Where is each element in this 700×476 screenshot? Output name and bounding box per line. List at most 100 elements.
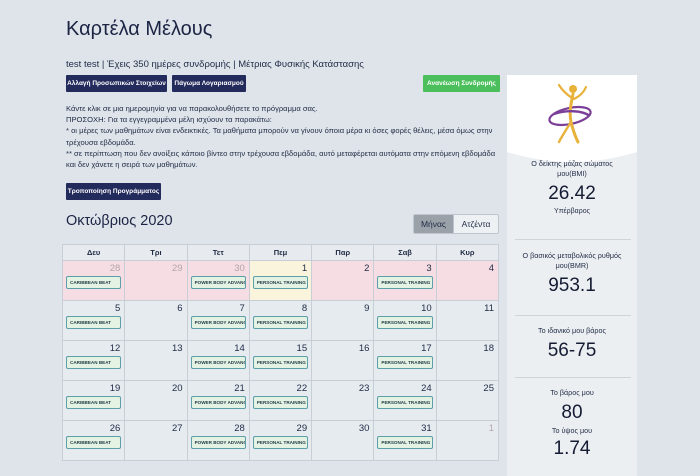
- calendar-event[interactable]: CARIBBEAN BEAT: [66, 316, 122, 329]
- calendar-day-cell[interactable]: 1 PERSONAL TRAINING: [248, 260, 313, 301]
- ideal-weight-stat: Το ιδανικό μου βάρος 56-75: [507, 326, 637, 362]
- calendar-day-cell[interactable]: 17 PERSONAL TRAINING: [373, 340, 437, 381]
- info-line: ΠΡΟΣΟΧΗ: Για τα εγγεγραμμένα μέλη ισχύου…: [66, 115, 272, 125]
- calendar-day-cell[interactable]: 22 PERSONAL TRAINING: [248, 380, 313, 421]
- calendar-day-cell[interactable]: 31 PERSONAL TRAINING: [373, 420, 437, 461]
- agenda-view-button[interactable]: Ατζέντα: [454, 214, 499, 234]
- calendar-day-cell[interactable]: 26 CARIBBEAN BEAT: [61, 420, 126, 461]
- day-number: 28: [234, 423, 245, 434]
- day-number: 4: [488, 263, 494, 274]
- calendar-event[interactable]: POWER BODY ADVANCE: [190, 316, 246, 329]
- calendar-day-cell[interactable]: 14 POWER BODY ADVANCE: [186, 340, 250, 381]
- calendar-day-cell[interactable]: 28 CARIBBEAN BEAT: [61, 260, 126, 301]
- info-text: Κάντε κλικ σε μια ημερομηνία για να παρα…: [66, 103, 506, 170]
- renew-subscription-button[interactable]: Ανανέωση Συνδρομής: [423, 75, 500, 92]
- calendar-event[interactable]: CARIBBEAN BEAT: [66, 356, 122, 369]
- calendar-event[interactable]: POWER BODY ADVANCE: [190, 396, 246, 409]
- day-number: 28: [109, 263, 121, 274]
- calendar-day-cell[interactable]: 9: [311, 300, 375, 341]
- calendar-day-cell[interactable]: 5 CARIBBEAN BEAT: [61, 300, 126, 341]
- calendar-event[interactable]: PERSONAL TRAINING: [252, 436, 309, 449]
- day-number: 31: [421, 423, 432, 434]
- calendar-day-cell[interactable]: 23: [311, 380, 375, 421]
- calendar-event[interactable]: POWER BODY ADVANCE: [190, 356, 246, 369]
- weight-label: Το βάρος μου: [550, 388, 594, 397]
- calendar-day-cell[interactable]: 21 POWER BODY ADVANCE: [186, 380, 250, 421]
- personal-data-button[interactable]: Αλλαγή Προσωπικών Στοιχείων: [66, 75, 167, 92]
- calendar-day-cell[interactable]: 7 POWER BODY ADVANCE: [186, 300, 250, 341]
- calendar-day-cell[interactable]: 12 CARIBBEAN BEAT: [61, 340, 126, 381]
- day-number: 17: [421, 343, 432, 354]
- calendar-day-cell[interactable]: 16: [311, 340, 375, 381]
- calendar-event[interactable]: PERSONAL TRAINING: [377, 356, 433, 369]
- calendar-day-cell[interactable]: 13: [124, 340, 188, 381]
- calendar-day-cell[interactable]: 29 PERSONAL TRAINING: [248, 420, 313, 461]
- calendar-event[interactable]: PERSONAL TRAINING: [377, 436, 433, 449]
- day-number: 30: [234, 263, 245, 274]
- member-summary: test test | Έχεις 350 ημέρες συνδρομής |…: [66, 59, 364, 70]
- calendar-event[interactable]: PERSONAL TRAINING: [252, 276, 309, 289]
- info-line: Κάντε κλικ σε μια ημερομηνία για να παρα…: [66, 104, 318, 113]
- ideal-weight-value: 56-75: [547, 340, 597, 361]
- day-number: 1: [301, 263, 308, 274]
- day-number: 27: [171, 423, 183, 434]
- calendar-week-row: 19 CARIBBEAN BEAT 20 21 POWER BODY ADVANCE 22…: [61, 380, 500, 421]
- calendar-day-cell[interactable]: 15 PERSONAL TRAINING: [248, 340, 313, 381]
- calendar-event[interactable]: CARIBBEAN BEAT: [66, 436, 122, 449]
- weekday-header: Τετ: [186, 244, 250, 261]
- calendar-event[interactable]: PERSONAL TRAINING: [252, 356, 309, 369]
- calendar-day-cell[interactable]: 25: [435, 380, 500, 421]
- calendar-day-cell[interactable]: 28 POWER BODY ADVANCE: [186, 420, 250, 461]
- freeze-account-button[interactable]: Πάγωμα Λογαριασμού: [172, 75, 246, 92]
- day-number: 30: [358, 423, 370, 434]
- calendar-event[interactable]: CARIBBEAN BEAT: [66, 276, 122, 289]
- calendar-day-cell[interactable]: 24 PERSONAL TRAINING: [373, 380, 437, 421]
- calendar-day-cell[interactable]: 20: [124, 380, 188, 421]
- logo: [507, 75, 637, 150]
- day-number: 9: [364, 303, 370, 314]
- calendar-day-cell[interactable]: 3 PERSONAL TRAINING: [373, 260, 437, 301]
- calendar-day-cell[interactable]: 18: [435, 340, 500, 381]
- info-line: ** σε περίπτωση που δεν ανοίξεις κάποιο …: [66, 148, 496, 170]
- calendar-day-cell[interactable]: 19 CARIBBEAN BEAT: [61, 380, 126, 421]
- calendar-event[interactable]: POWER BODY ADVANCE: [190, 436, 246, 449]
- calendar-day-cell[interactable]: 1: [435, 420, 500, 461]
- bmi-stat: Ο δείκτης μάζας σώματος μου(BMI) 26.42 Υ…: [507, 159, 637, 215]
- calendar-event[interactable]: PERSONAL TRAINING: [377, 276, 433, 289]
- calendar-day-cell[interactable]: 4: [435, 260, 500, 301]
- calendar-day-cell[interactable]: 30 POWER BODY ADVANCE: [186, 260, 250, 301]
- day-number: 13: [171, 343, 183, 354]
- calendar-day-cell[interactable]: 30: [311, 420, 375, 461]
- divider: [515, 239, 631, 240]
- day-number: 7: [239, 303, 245, 314]
- bmr-stat: Ο βασικός μεταβολικός ρυθμός μου(BMR) 95…: [507, 251, 637, 297]
- calendar-event[interactable]: CARIBBEAN BEAT: [66, 396, 122, 409]
- calendar-day-cell[interactable]: 27: [124, 420, 188, 461]
- calendar-event[interactable]: POWER BODY ADVANCE: [190, 276, 246, 289]
- day-number: 25: [483, 383, 494, 394]
- height-value: 1.74: [553, 438, 591, 459]
- day-number: 2: [364, 263, 370, 274]
- calendar-event[interactable]: PERSONAL TRAINING: [252, 396, 309, 409]
- calendar-event[interactable]: PERSONAL TRAINING: [252, 316, 309, 329]
- calendar-day-cell[interactable]: 8 PERSONAL TRAINING: [248, 300, 313, 341]
- divider: [515, 377, 631, 378]
- calendar-day-cell[interactable]: 29: [124, 260, 188, 301]
- ideal-weight-label: Το ιδανικό μου βάρος: [538, 326, 606, 335]
- calendar-grid: Δευ Τρι Τετ Πεμ Παρ Σαβ Κυρ 28 CARIBBEAN …: [61, 244, 500, 461]
- calendar-event[interactable]: PERSONAL TRAINING: [377, 316, 433, 329]
- calendar-day-cell[interactable]: 10 PERSONAL TRAINING: [373, 300, 437, 341]
- calendar-day-cell[interactable]: 6: [124, 300, 188, 341]
- day-number: 8: [301, 303, 308, 314]
- modify-program-button[interactable]: Τροποποίηση Προγράμματος: [66, 183, 161, 200]
- calendar-day-cell[interactable]: 11: [435, 300, 500, 341]
- calendar-week-row: 5 CARIBBEAN BEAT 6 7 POWER BODY ADVANCE 8 PERS…: [61, 300, 500, 341]
- weekday-header: Πεμ: [248, 244, 313, 261]
- month-view-button[interactable]: Μήνας: [413, 214, 454, 234]
- calendar-day-cell[interactable]: 2: [311, 260, 375, 301]
- day-number: 23: [358, 383, 370, 394]
- day-number: 29: [296, 423, 308, 434]
- calendar-event[interactable]: PERSONAL TRAINING: [377, 396, 433, 409]
- month-title: Οκτώβριος 2020: [66, 213, 173, 229]
- day-number: 10: [421, 303, 432, 314]
